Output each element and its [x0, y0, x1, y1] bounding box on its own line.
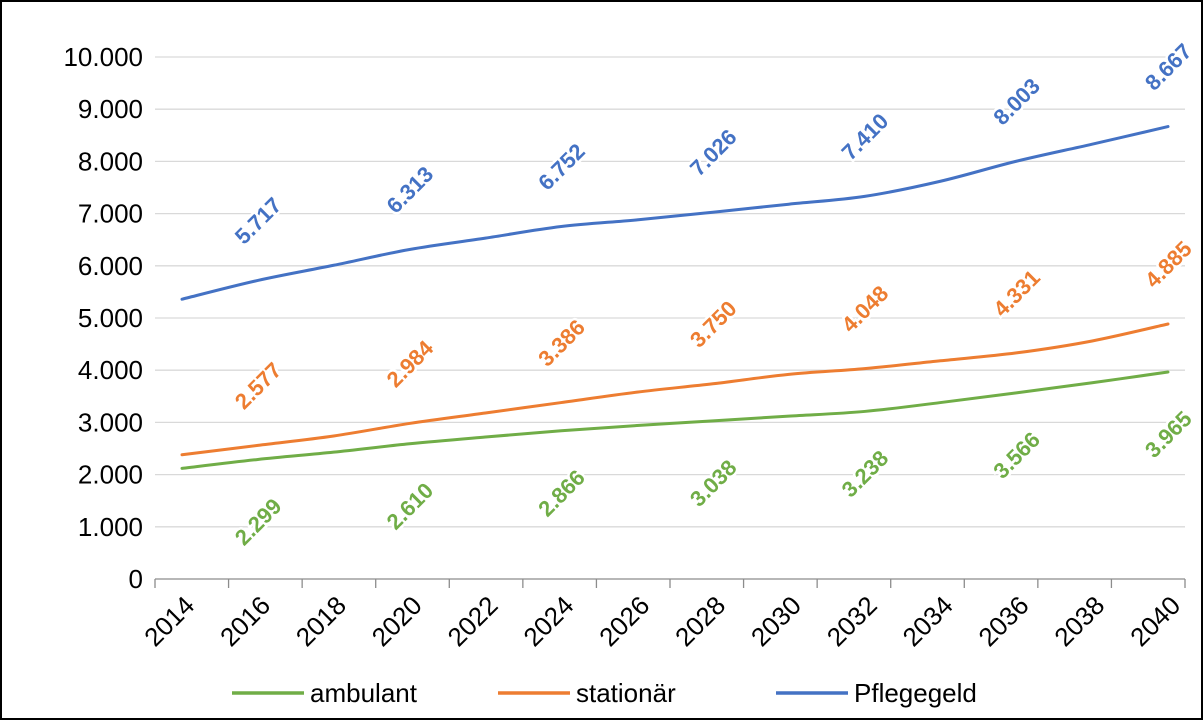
series-lines [180, 125, 1170, 470]
x-tick-label: 2022 [442, 590, 504, 652]
y-tick-label: 6.000 [78, 251, 143, 281]
data-label: 3.965 [1140, 406, 1197, 463]
data-label: 4.048 [837, 281, 894, 338]
x-tick-label: 2032 [821, 590, 883, 652]
x-tick-label: 2038 [1048, 590, 1110, 652]
y-tick-label: 3.000 [78, 407, 143, 437]
data-label: 2.866 [533, 465, 590, 522]
legend-label: Pflegegeld [854, 678, 977, 708]
data-label: 8.003 [988, 73, 1045, 130]
x-tick-label: 2030 [745, 590, 807, 652]
y-tick-label: 5.000 [78, 303, 143, 333]
axes [154, 578, 1186, 588]
legend: ambulant stationär Pflegegeld [232, 678, 977, 708]
x-tick-label: 2034 [897, 590, 959, 652]
data-labels: 2.299 2.610 2.866 3.038 3.238 3.566 3.9652.577… [227, 36, 1199, 552]
data-label: 3.386 [533, 315, 590, 372]
data-label: 4.331 [988, 265, 1045, 322]
x-tick-label: 2014 [138, 590, 200, 652]
data-label: 7.026 [685, 124, 742, 181]
data-label: 3.238 [837, 445, 894, 502]
data-label: 2.984 [382, 335, 439, 392]
data-label: 3.038 [685, 455, 742, 512]
data-label: 4.885 [1140, 236, 1197, 293]
x-tick-label: 2016 [214, 590, 276, 652]
x-axis-tick-labels: 2014 2016 2018 2020 2022 2024 2026 2028 2030 2032… [138, 590, 1186, 652]
data-label: 6.313 [382, 162, 439, 219]
y-tick-label: 1.000 [78, 512, 143, 542]
y-axis-tick-labels: 0 1.000 2.000 3.000 4.000 5.000 6.000 7.000 8.00… [63, 42, 143, 594]
legend-label: ambulant [310, 678, 418, 708]
data-label: 2.610 [382, 478, 439, 535]
x-tick-label: 2028 [669, 590, 731, 652]
data-label: 6.752 [533, 139, 590, 196]
series-line-ambulant [180, 370, 1170, 470]
x-tick-label: 2040 [1124, 590, 1186, 652]
y-tick-label: 2.000 [78, 460, 143, 490]
data-label: 7.410 [837, 108, 894, 165]
data-label: 5.717 [230, 192, 287, 249]
y-tick-label: 4.000 [78, 355, 143, 385]
legend-label: stationär [576, 678, 676, 708]
x-tick-label: 2026 [593, 590, 655, 652]
y-tick-label: 0 [129, 564, 143, 594]
data-label: 2.299 [230, 494, 287, 551]
data-label: 8.667 [1140, 39, 1197, 96]
y-tick-label: 8.000 [78, 146, 143, 176]
data-label: 2.577 [230, 357, 287, 414]
y-tick-label: 7.000 [78, 199, 143, 229]
x-tick-label: 2024 [517, 590, 579, 652]
x-tick-label: 2018 [290, 590, 352, 652]
data-label: 3.750 [685, 296, 742, 353]
y-tick-label: 9.000 [78, 94, 143, 124]
x-tick-label: 2020 [366, 590, 428, 652]
series-line-pflegegeld [180, 125, 1170, 301]
y-tick-label: 10.000 [63, 42, 143, 72]
series-line-stationär [180, 322, 1170, 457]
x-tick-label: 2036 [972, 590, 1034, 652]
